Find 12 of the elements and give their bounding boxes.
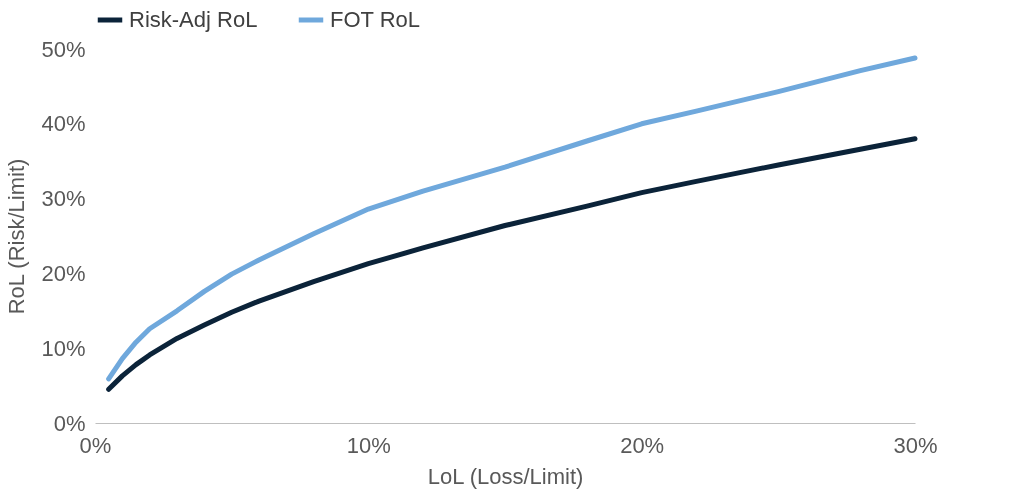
y-tick-label: 40% [41, 111, 86, 137]
y-axis-title: RoL (Risk/Limit) [4, 158, 30, 315]
y-tick-label: 30% [41, 186, 86, 212]
y-tick-label: 20% [41, 260, 86, 286]
x-axis-title: LoL (Loss/Limit) [427, 463, 584, 489]
x-tick-label: 20% [620, 432, 665, 458]
y-tick-label: 10% [41, 335, 86, 361]
x-tick-label: 30% [893, 432, 938, 458]
x-tick-label: 10% [346, 432, 391, 458]
y-tick-label: 50% [41, 36, 86, 62]
legend-label: FOT RoL [330, 7, 421, 32]
legend-label: Risk-Adj RoL [129, 7, 258, 32]
